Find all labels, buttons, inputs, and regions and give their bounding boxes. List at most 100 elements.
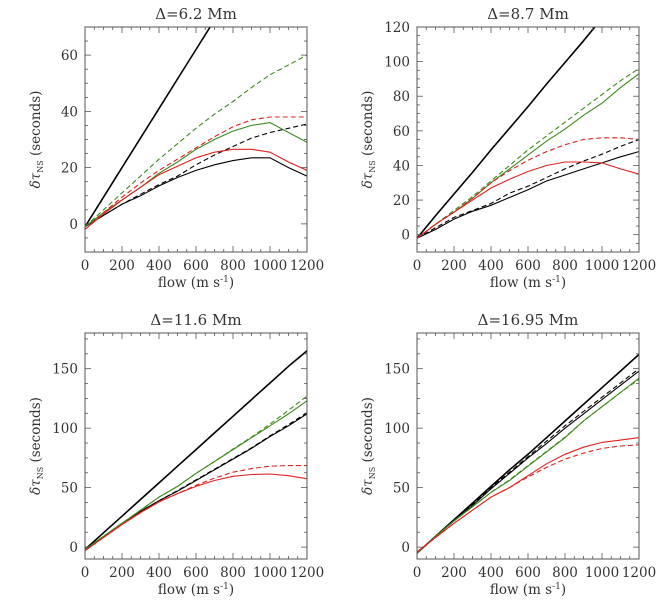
- y-axis-label-main: δτ: [360, 479, 376, 495]
- x-tick-label: 400: [478, 258, 504, 274]
- y-tick-label: 80: [393, 89, 410, 105]
- series-line-black-solid: [85, 157, 307, 228]
- chart-title: Δ=16.95 Mm: [478, 311, 579, 329]
- x-tick-label: 0: [81, 258, 90, 274]
- x-tick-label: 200: [109, 258, 135, 274]
- y-axis-label-main: δτ: [28, 479, 44, 495]
- x-axis-label: flow (m s-1): [158, 582, 234, 598]
- series-line-green-solid: [85, 400, 307, 550]
- x-axis-label-sup: -1: [552, 582, 561, 592]
- plot-frame: [416, 26, 640, 253]
- x-axis-label-main: flow (m s: [490, 275, 552, 291]
- series-line-black-dashed: [417, 138, 639, 239]
- x-axis-label-sup: -1: [220, 582, 229, 592]
- y-tick-label: 0: [69, 540, 78, 556]
- x-tick-label: 1000: [253, 258, 287, 274]
- y-tick-label: 150: [52, 362, 78, 378]
- y-tick-label: 120: [384, 20, 410, 36]
- y-axis-label: δτNS (seconds): [28, 397, 45, 495]
- x-tick-label: 400: [478, 565, 504, 581]
- x-tick-label: 0: [81, 565, 90, 581]
- series-line-red-dashed: [85, 465, 307, 552]
- x-tick-label: 1000: [585, 258, 619, 274]
- x-axis-label-main: flow (m s: [490, 582, 552, 598]
- x-tick-label: 800: [220, 258, 246, 274]
- plot-frame: [416, 332, 640, 560]
- x-axis-label: flow (m s-1): [490, 275, 566, 291]
- x-axis-label: flow (m s-1): [158, 275, 234, 291]
- x-tick-label: 1200: [290, 565, 324, 581]
- chart-title: Δ=6.2 Mm: [155, 5, 237, 23]
- x-tick-label: 600: [183, 565, 209, 581]
- x-tick-label: 1000: [253, 565, 287, 581]
- y-tick-label: 100: [384, 55, 410, 71]
- x-axis-label-end: ): [561, 275, 566, 291]
- x-tick-label: 1200: [622, 258, 656, 274]
- series-line-black-thick: [85, 350, 307, 551]
- y-axis-label: δτNS (seconds): [28, 91, 45, 189]
- x-axis-label-end: ): [229, 275, 234, 291]
- y-tick-label: 20: [61, 161, 78, 177]
- y-tick-label: 40: [61, 104, 78, 120]
- y-axis-label-end: (seconds): [28, 397, 44, 467]
- x-tick-label: 200: [109, 565, 135, 581]
- x-tick-label: 1000: [585, 565, 619, 581]
- y-tick-label: 60: [393, 124, 410, 140]
- x-tick-label: 800: [552, 258, 578, 274]
- series-line-red-dashed: [417, 137, 639, 239]
- x-tick-label: 200: [441, 565, 467, 581]
- x-axis-label-main: flow (m s: [158, 275, 220, 291]
- series-line-black-thick: [417, 27, 596, 239]
- y-axis-label-end: (seconds): [28, 91, 44, 161]
- x-tick-label: 1200: [622, 565, 656, 581]
- y-axis-label-sub: NS: [368, 467, 377, 479]
- y-tick-label: 50: [61, 481, 78, 497]
- x-axis-label-end: ): [561, 582, 566, 598]
- x-tick-label: 200: [441, 258, 467, 274]
- y-axis-label: δτNS (seconds): [360, 397, 377, 495]
- y-tick-label: 100: [52, 421, 78, 437]
- series-line-green-dashed: [85, 54, 307, 228]
- x-tick-label: 0: [413, 258, 422, 274]
- x-tick-label: 800: [552, 565, 578, 581]
- series-line-red-dashed: [417, 444, 639, 553]
- chart-title: Δ=11.6 Mm: [150, 311, 241, 329]
- y-tick-label: 0: [401, 228, 410, 244]
- x-tick-label: 1200: [290, 258, 324, 274]
- chart-title: Δ=8.7 Mm: [487, 5, 569, 23]
- y-axis-label-sub: NS: [36, 160, 45, 172]
- plot-frame: [84, 26, 308, 253]
- x-tick-label: 600: [183, 258, 209, 274]
- y-tick-label: 60: [61, 48, 78, 64]
- series-line-green-dashed: [417, 378, 639, 554]
- x-tick-label: 400: [146, 258, 172, 274]
- x-tick-label: 600: [515, 565, 541, 581]
- series-line-red-solid: [417, 437, 639, 553]
- x-tick-label: 800: [220, 565, 246, 581]
- series-line-black-thick: [85, 27, 212, 228]
- y-axis-label-sub: NS: [36, 467, 45, 479]
- x-tick-label: 600: [515, 258, 541, 274]
- x-axis-label-sup: -1: [220, 275, 229, 285]
- y-axis-label-main: δτ: [360, 172, 376, 188]
- y-tick-label: 20: [393, 193, 410, 209]
- x-axis-label-sup: -1: [552, 275, 561, 285]
- y-axis-label-end: (seconds): [360, 91, 376, 161]
- x-axis-label-main: flow (m s: [158, 582, 220, 598]
- series-line-black-dashed: [85, 123, 307, 228]
- plot-frame: [84, 332, 308, 560]
- y-tick-label: 50: [393, 481, 410, 497]
- y-axis-label-main: δτ: [28, 172, 44, 188]
- chart-panel-1: 0 200 400 600 800 1000 1200 0 20 40 60 Δ=6.2 Mm flow…: [28, 5, 324, 291]
- x-axis-label: flow (m s-1): [490, 582, 566, 598]
- chart-panel-3: 0 200 400 600 800 1000 1200 0 50 100 150 Δ=11.6 Mm f…: [28, 311, 324, 598]
- series-line-red-solid: [417, 161, 639, 239]
- chart-panel-4: 0 200 400 600 800 1000 1200 0 50 100 150 Δ=16.95 Mm…: [360, 311, 656, 598]
- x-tick-label: 0: [413, 565, 422, 581]
- series-line-green-dashed: [417, 68, 639, 239]
- y-tick-label: 0: [69, 217, 78, 233]
- chart-panel-2: 0 200 400 600 800 1000 1200 0 20 40 60 80 100 120 Δ=8.…: [360, 5, 656, 291]
- y-axis-label: δτNS (seconds): [360, 91, 377, 189]
- y-axis-label-sub: NS: [368, 160, 377, 172]
